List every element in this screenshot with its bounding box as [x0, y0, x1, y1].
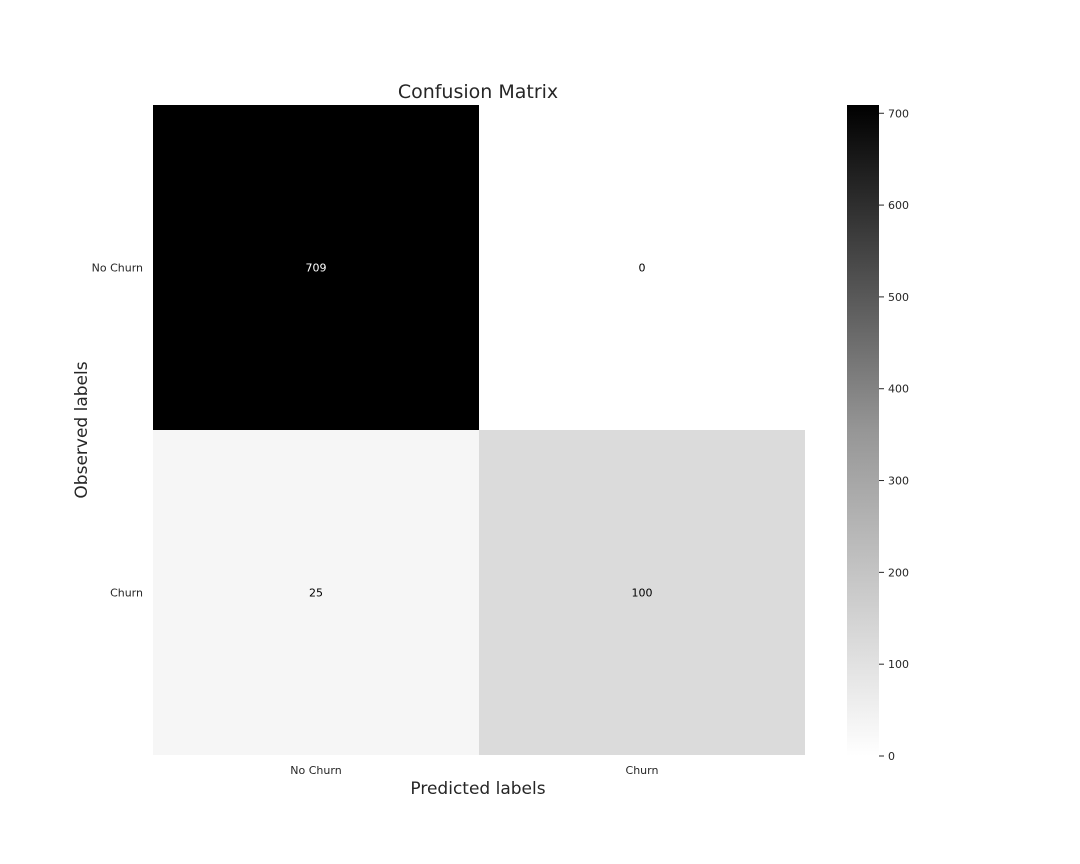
chart-title: Confusion Matrix: [398, 81, 558, 103]
y-tick-labels: No Churn Churn: [92, 262, 143, 600]
cell-value-label: 0: [639, 262, 646, 275]
x-tick-labels: No Churn Churn: [290, 764, 658, 777]
colorbar-tick-label: 500: [888, 291, 909, 304]
cell-value-label: 709: [306, 262, 327, 275]
colorbar-tick-label: 100: [888, 658, 909, 671]
colorbar-tick-label: 200: [888, 566, 909, 579]
colorbar-tick-label: 600: [888, 199, 909, 212]
colorbar-tick-label: 700: [888, 107, 909, 120]
heatmap-cell: [153, 430, 479, 755]
x-tick-label: Churn: [626, 764, 659, 777]
heatmap-cells: 709 0 25 100: [153, 105, 805, 755]
cell-value-label: 100: [632, 587, 653, 600]
y-tick-label: No Churn: [92, 262, 143, 275]
y-tick-label: Churn: [110, 587, 143, 600]
colorbar-tick-label: 400: [888, 383, 909, 396]
x-tick-label: No Churn: [290, 764, 341, 777]
colorbar: [847, 105, 879, 756]
colorbar-tick-label: 300: [888, 475, 909, 488]
x-axis-label: Predicted labels: [410, 779, 545, 799]
heatmap-cell: [479, 105, 805, 430]
cell-value-label: 25: [309, 587, 323, 600]
y-axis-label: Observed labels: [72, 361, 92, 498]
colorbar-ticks: 0 100 200 300 400 500 600 700: [879, 107, 909, 763]
heatmap-cell: [153, 105, 479, 430]
heatmap-cell: [479, 430, 805, 755]
colorbar-tick-label: 0: [888, 750, 895, 763]
